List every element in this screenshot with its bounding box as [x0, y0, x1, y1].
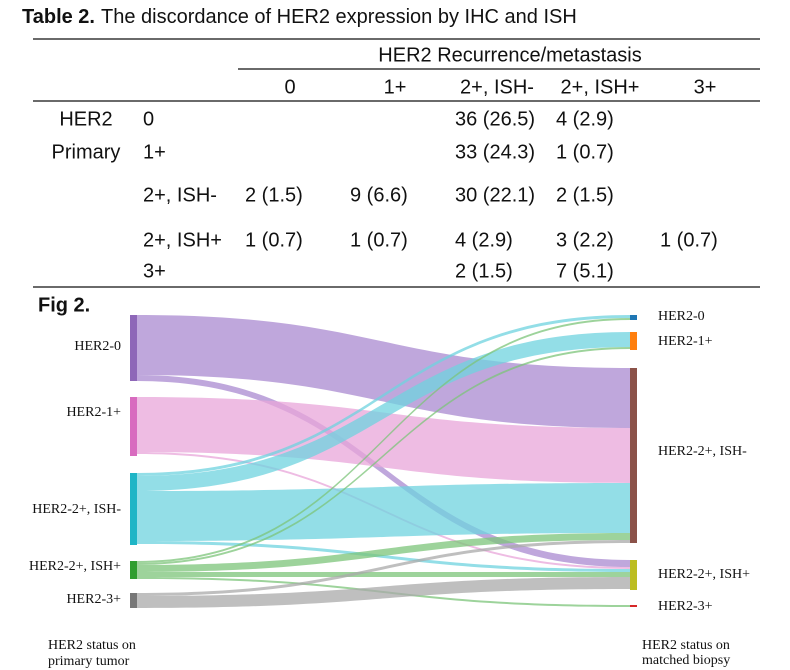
flow [137, 540, 630, 596]
cell: 2 (1.5) [556, 184, 614, 206]
cell: 9 (6.6) [350, 184, 408, 206]
caption: primary tumor [48, 654, 130, 669]
column-header: 2+, ISH+ [561, 76, 640, 98]
flow [137, 375, 630, 567]
node-label: HER2-2+, ISH+ [658, 567, 750, 582]
flow [137, 347, 630, 565]
node-label: HER2-3+ [66, 592, 121, 607]
node-label: HER2-2+, ISH- [32, 502, 121, 517]
cell: 4 (2.9) [455, 229, 513, 251]
node [630, 315, 637, 320]
flow [137, 533, 630, 572]
cell: 33 (24.3) [455, 141, 535, 163]
flow [137, 332, 630, 491]
node [630, 560, 637, 590]
sankey-nodes [130, 315, 637, 608]
row-label: 3+ [143, 260, 166, 282]
row-label: 2+, ISH+ [143, 229, 222, 251]
node-label: HER2-2+, ISH- [658, 444, 747, 459]
column-header: 1+ [384, 76, 407, 98]
flow [137, 315, 630, 428]
flow [137, 318, 630, 563]
flow [137, 541, 630, 572]
row-label: 1+ [143, 141, 166, 163]
cell: 36 (26.5) [455, 108, 535, 130]
cell: 7 (5.1) [556, 260, 614, 282]
node [130, 593, 137, 608]
node [130, 561, 137, 579]
column-group: HER2 Recurrence/metastasis [378, 44, 641, 66]
cell: 30 (22.1) [455, 184, 535, 206]
node-label: HER2-1+ [658, 334, 713, 349]
flow [137, 315, 630, 476]
cell: 1 (0.7) [660, 229, 718, 251]
cell: 2 (1.5) [245, 184, 303, 206]
sankey-flows [137, 315, 630, 608]
row-group: Primary [52, 141, 121, 163]
node-label: HER2-0 [658, 309, 705, 324]
node [130, 315, 137, 381]
cell: 4 (2.9) [556, 108, 614, 130]
cell: 1 (0.7) [556, 141, 614, 163]
row-group: HER2 [59, 108, 112, 130]
row-label: 2+, ISH- [143, 184, 217, 206]
sankey-labels: HER2-0 HER2-1+ HER2-2+, ISH- HER2-2+, ISH+ H… [29, 309, 750, 614]
node-label: HER2-1+ [66, 405, 121, 420]
caption: matched biopsy [642, 653, 730, 668]
row-label: 0 [143, 108, 154, 130]
cell: 1 (0.7) [350, 229, 408, 251]
table-title: The discordance of HER2 expression by IH… [101, 6, 577, 28]
node [130, 397, 137, 456]
flow [137, 577, 630, 608]
column-header: 2+, ISH- [460, 76, 534, 98]
node [630, 332, 637, 350]
caption: HER2 status on [642, 638, 730, 653]
table-heading: Table 2. The discordance of HER2 expressi… [22, 6, 577, 28]
node [630, 605, 637, 607]
node-label: HER2-3+ [658, 599, 713, 614]
cell: 3 (2.2) [556, 229, 614, 251]
flow [137, 572, 630, 577]
caption: HER2 status on [48, 638, 136, 653]
flow [137, 483, 630, 541]
node [630, 368, 637, 543]
column-header: 3+ [694, 76, 717, 98]
cell: 2 (1.5) [455, 260, 513, 282]
figure-title: Fig 2. [38, 294, 90, 316]
node [130, 473, 137, 545]
cell: 1 (0.7) [245, 229, 303, 251]
table-body: 0 1+ 2+, ISH- 2+, ISH+ 3+ 0 36 (26.5) 4 (2.9) 1+… [143, 76, 718, 282]
table-label: Table 2. [22, 6, 95, 28]
node-label: HER2-0 [74, 339, 121, 354]
column-header: 0 [284, 76, 295, 98]
node-label: HER2-2+, ISH+ [29, 559, 121, 574]
